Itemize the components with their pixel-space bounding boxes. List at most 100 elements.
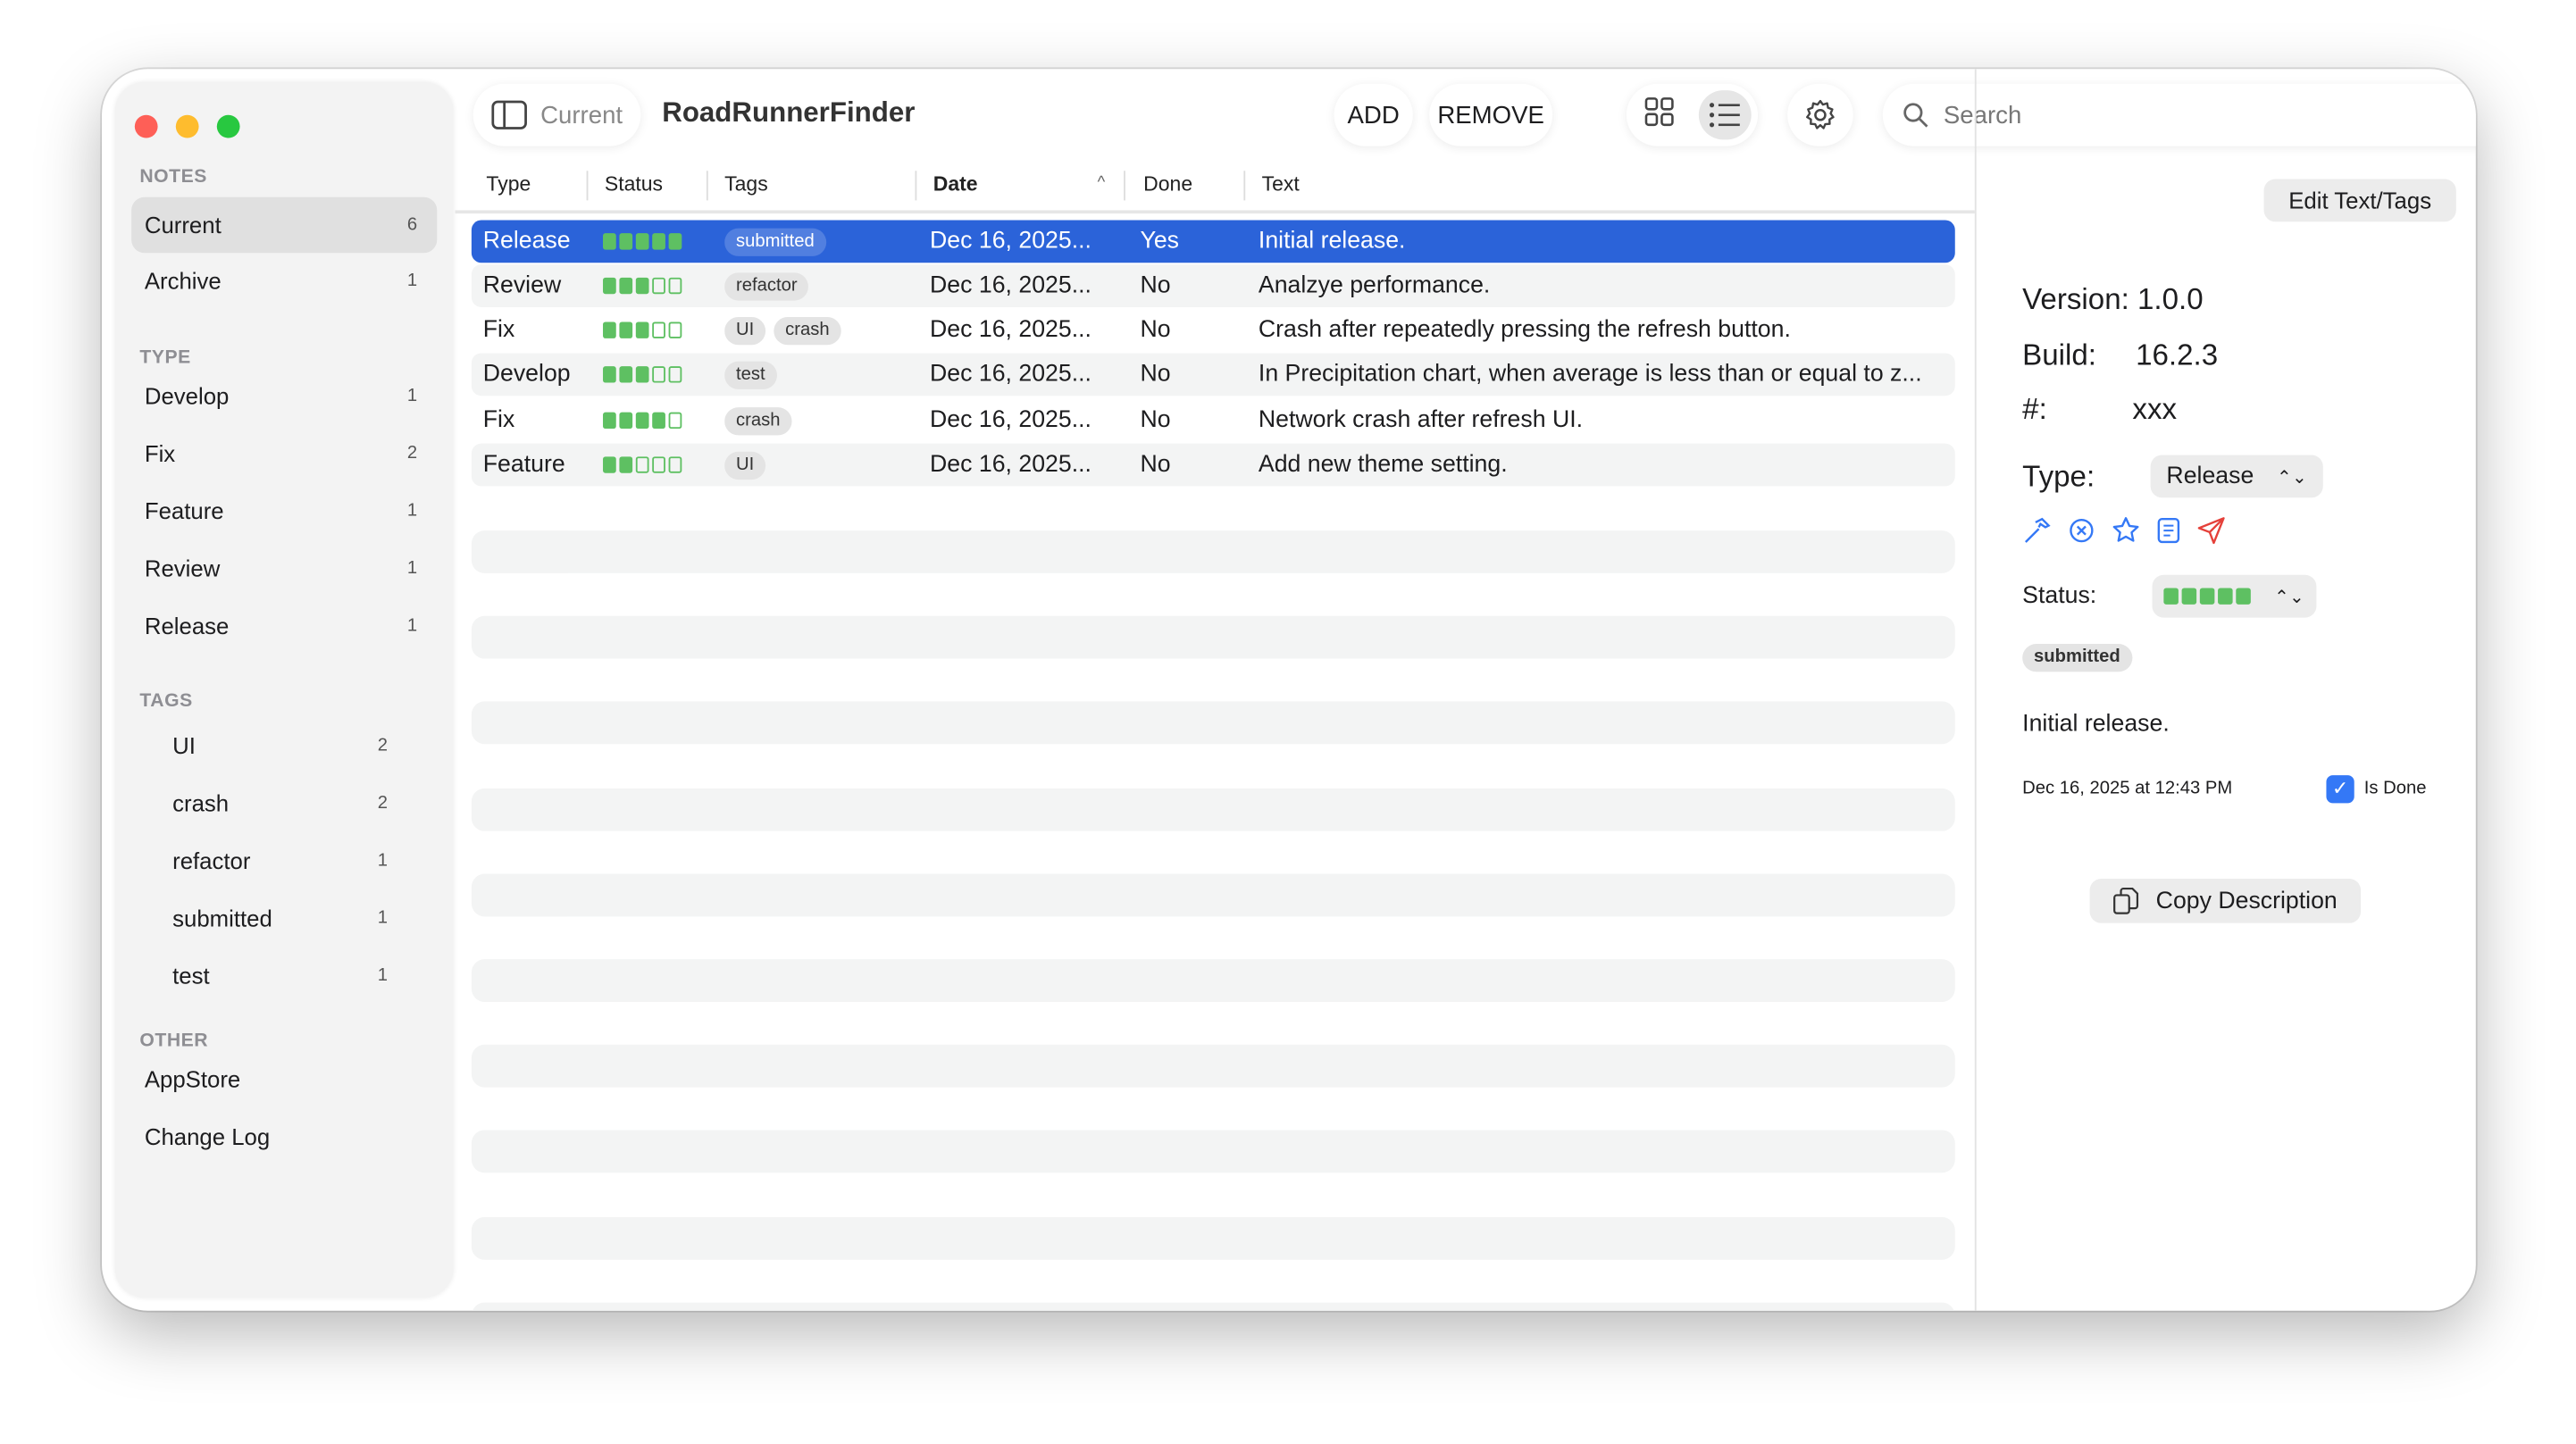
cell-tags: test	[724, 353, 785, 396]
cell-text: Add new theme setting.	[1258, 451, 1508, 479]
paperplane-icon[interactable]	[2196, 516, 2226, 546]
app-window: NOTES Current 6 Archive 1 TYPE Develop 1 Fix 2 Fe…	[102, 69, 2476, 1311]
empty-row	[471, 530, 1955, 573]
column-header-date[interactable]: Date	[933, 172, 978, 196]
table-row[interactable]: Develop test Dec 16, 2025... No In Precipita…	[471, 353, 1955, 396]
add-button[interactable]: ADD	[1334, 83, 1413, 146]
close-button[interactable]	[134, 114, 158, 138]
edit-text-tags-button[interactable]: Edit Text/Tags	[2263, 179, 2456, 222]
view-mode-control	[1626, 83, 1759, 146]
type-label: Type:	[2022, 460, 2095, 493]
window-title: RoadRunnerFinder	[662, 96, 916, 129]
sidebar-item-label: Release	[144, 613, 230, 639]
sidebar-item-count: 1	[406, 500, 418, 522]
status-bar-segment	[652, 233, 665, 250]
copy-description-button[interactable]: Copy Description	[2089, 879, 2362, 923]
table-row[interactable]: Fix crash Dec 16, 2025... No Network crash a…	[472, 399, 1955, 442]
type-popup[interactable]: Release ⌃⌄	[2150, 455, 2323, 498]
sidebar-item-count: 1	[406, 558, 418, 579]
status-bar-segment	[619, 412, 633, 430]
column-separator[interactable]	[706, 171, 708, 201]
status-bar-segment	[635, 366, 649, 383]
sidebar-item-current[interactable]: Current 6	[131, 196, 438, 254]
sidebar-tag-refactor[interactable]: refactor 1	[131, 833, 437, 889]
sidebar-other-appstore[interactable]: AppStore	[131, 1051, 437, 1107]
sidebar-item-archive[interactable]: Archive 1	[131, 253, 437, 309]
build-value: 16.2.3	[2136, 338, 2219, 371]
column-header-text[interactable]: Text	[1261, 172, 1300, 196]
sidebar-type-review[interactable]: Review 1	[131, 540, 437, 597]
column-separator[interactable]	[586, 171, 589, 201]
grid-view-icon[interactable]	[1634, 97, 1683, 133]
sidebar-item-label: Archive	[144, 267, 222, 295]
sidebar-tag-submitted[interactable]: submitted 1	[131, 890, 437, 947]
table-row[interactable]: Fix UI crash Dec 16, 2025... No Crash after r…	[472, 309, 1955, 352]
sidebar-item-label: Review	[144, 555, 221, 582]
status-bar-segment	[652, 456, 665, 473]
column-header-type[interactable]: Type	[486, 172, 531, 196]
hammer-icon[interactable]	[2022, 516, 2052, 546]
chevron-updown-icon: ⌃⌄	[2274, 587, 2305, 607]
status-bar-segment	[668, 233, 682, 250]
xmark-circle-icon[interactable]	[2069, 517, 2095, 543]
table-row[interactable]: Review refactor Dec 16, 2025... No Analzye p…	[471, 264, 1955, 307]
cell-done: No	[1140, 361, 1171, 388]
minimize-button[interactable]	[175, 114, 199, 138]
empty-row	[471, 788, 1955, 831]
section-tags: TAGS	[139, 691, 193, 712]
search-field[interactable]: Search	[1882, 83, 2476, 146]
sidebar-toggle-button[interactable]: Current	[473, 83, 641, 146]
current-label: Current	[540, 101, 623, 129]
tag-chip: UI	[724, 316, 766, 345]
column-header-done[interactable]: Done	[1143, 172, 1193, 196]
status-bar-segment	[603, 321, 616, 338]
cell-type: Review	[482, 272, 562, 299]
number-value: xxx	[2132, 392, 2178, 426]
column-header-tags[interactable]: Tags	[724, 172, 768, 196]
sidebar-tag-ui[interactable]: UI 2	[131, 718, 437, 774]
status-bar-segment	[2218, 588, 2234, 605]
sidebar-item-label: Feature	[144, 497, 224, 524]
status-bar-segment	[603, 277, 616, 295]
sidebar-tag-test[interactable]: test 1	[131, 947, 437, 1004]
sidebar-tag-crash[interactable]: crash 2	[131, 775, 437, 831]
remove-button[interactable]: REMOVE	[1429, 83, 1553, 146]
sidebar-type-release[interactable]: Release 1	[131, 598, 437, 655]
sidebar-type-feature[interactable]: Feature 1	[131, 483, 437, 539]
zoom-button[interactable]	[216, 114, 240, 138]
tag-chip: test	[724, 361, 777, 389]
cell-tags: submitted	[724, 220, 834, 263]
cell-date: Dec 16, 2025...	[930, 316, 1091, 344]
sidebar-type-fix[interactable]: Fix 2	[131, 425, 437, 481]
column-header-status[interactable]: Status	[604, 172, 664, 196]
status-bar-segment	[619, 456, 633, 473]
status-bar-segment	[603, 412, 616, 430]
cell-done: No	[1140, 407, 1171, 434]
sidebar-other-change-log[interactable]: Change Log	[131, 1109, 437, 1165]
settings-button[interactable]	[1787, 83, 1853, 146]
copy-icon	[2113, 887, 2139, 914]
is-done-checkbox[interactable]: ✓	[2326, 775, 2354, 804]
table-row[interactable]: Release submitted Dec 16, 2025... Yes Initia…	[471, 220, 1955, 263]
cell-date: Dec 16, 2025...	[930, 272, 1091, 299]
sidebar-item-count: 1	[406, 615, 418, 636]
status-bar-segment	[603, 233, 616, 250]
status-bars	[603, 366, 682, 383]
number-label: #:	[2022, 392, 2047, 426]
document-icon[interactable]	[2157, 517, 2180, 544]
status-bar-segment	[635, 277, 649, 295]
detail-divider	[1974, 69, 1977, 1311]
list-view-icon[interactable]	[1697, 90, 1751, 140]
column-separator[interactable]	[1243, 171, 1246, 201]
tag-chip: crash	[724, 406, 792, 435]
sidebar-type-develop[interactable]: Develop 1	[131, 368, 437, 424]
cell-text: In Precipitation chart, when average is …	[1258, 361, 1922, 388]
gear-icon	[1806, 99, 1835, 129]
status-bar-segment	[2182, 588, 2197, 605]
column-separator[interactable]	[1124, 171, 1125, 201]
tag-chip[interactable]: submitted	[2022, 644, 2132, 672]
column-separator[interactable]	[915, 171, 917, 201]
table-row[interactable]: Feature UI Dec 16, 2025... No Add new theme …	[471, 443, 1955, 487]
star-icon[interactable]	[2112, 516, 2141, 546]
status-popup[interactable]: ⌃⌄	[2152, 574, 2317, 618]
